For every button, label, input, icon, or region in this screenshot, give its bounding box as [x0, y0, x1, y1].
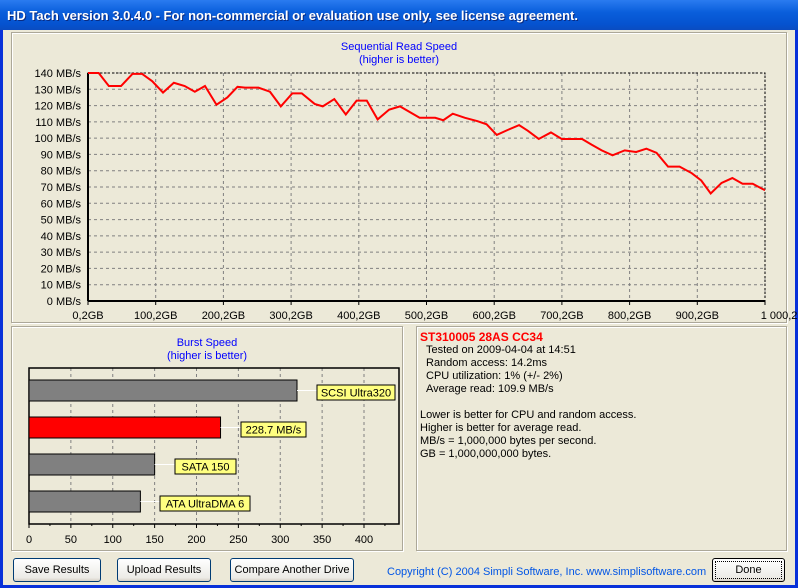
y-tick-label: 90 MB/s [41, 149, 82, 161]
seq-chart-title: Sequential Read Speed [340, 41, 458, 53]
y-tick-label: 120 MB/s [35, 101, 82, 113]
burst-speed-chart: 0 50 100 150 200 250 300 350 400 SCSI Ultra320 228… [26, 367, 400, 546]
bar-label: 228.7 MB/s [246, 425, 302, 437]
x-tick-label: 300 [271, 534, 289, 546]
bar-label: SCSI Ultra320 [321, 388, 391, 400]
y-tick-label: 110 MB/s [35, 117, 81, 129]
random-access: Random access: 14.2ms [426, 357, 548, 369]
burst-bar [28, 490, 141, 513]
burst-chart-title: Burst Speed [176, 337, 238, 349]
y-tick-label: 100 MB/s [35, 133, 82, 145]
y-tick-label: 0 MB/s [47, 296, 82, 308]
x-tick-label: 200 [187, 534, 205, 546]
results-info: ST310005 28AS CC34 Tested on 2009-04-04 … [420, 331, 636, 461]
note: Higher is better for average read. [420, 422, 582, 434]
y-tick-label: 60 MB/s [41, 198, 82, 210]
burst-bar [28, 453, 156, 476]
x-tick-label: 0 [26, 534, 32, 546]
x-tick-label: 1 000,2GE [761, 310, 798, 322]
y-tick-label: 40 MB/s [41, 231, 82, 243]
sequential-read-panel [11, 32, 787, 323]
cpu-utilization: CPU utilization: 1% (+/- 2%) [426, 370, 563, 382]
burst-chart-subtitle: (higher is better) [166, 350, 248, 362]
y-tick-label: 140 MB/s [35, 68, 82, 80]
x-tick-label: 50 [65, 534, 77, 546]
y-tick-label: 20 MB/s [41, 263, 82, 275]
bar-label-box [240, 421, 307, 438]
copyright-link[interactable]: Copyright (C) 2004 Simpli Software, Inc.… [387, 566, 707, 578]
x-tick-label: 900,2GB [676, 310, 719, 322]
x-tick-label: 100,2GB [134, 310, 177, 322]
burst-bar [28, 416, 222, 439]
x-tick-label: 400,2GB [337, 310, 380, 322]
plot-frame [28, 367, 400, 525]
x-tick-label: 700,2GB [540, 310, 583, 322]
sequential-read-chart: 0 MB/s 10 MB/s 20 MB/s 30 MB/s 40 MB/s 50 MB/… [35, 68, 798, 322]
x-tick-label: 200,2GB [202, 310, 245, 322]
upload-results-button[interactable]: Upload Results [117, 558, 211, 582]
x-tick-label: 100 [104, 534, 122, 546]
x-tick-label: 250 [229, 534, 247, 546]
seq-chart-subtitle: (higher is better) [358, 54, 440, 66]
bar-label: ATA UltraDMA 6 [166, 499, 244, 511]
x-tick-label: 0,2GB [72, 310, 103, 322]
save-results-button[interactable]: Save Results [13, 558, 101, 582]
x-tick-label: 150 [145, 534, 163, 546]
x-tick-label: 800,2GB [608, 310, 651, 322]
bar-label-box [316, 384, 396, 401]
done-button[interactable]: Done [712, 558, 785, 582]
read-speed-line [88, 72, 766, 196]
note: Lower is better for CPU and random acces… [420, 409, 637, 421]
average-read: Average read: 109.9 MB/s [426, 383, 554, 395]
title-bar: HD Tach version 3.0.4.0 - For non-commer… [0, 0, 798, 30]
y-tick-label: 130 MB/s [35, 84, 82, 96]
drive-name: ST310005 28AS CC34 [420, 330, 543, 344]
burst-speed-panel [11, 326, 403, 551]
y-tick-label: 70 MB/s [41, 182, 82, 194]
tested-date: Tested on 2009-04-04 at 14:51 [426, 344, 576, 356]
note: MB/s = 1,000,000 bytes per second. [420, 435, 597, 447]
x-tick-label: 500,2GB [405, 310, 448, 322]
y-tick-label: 80 MB/s [41, 166, 82, 178]
x-tick-label: 600,2GB [472, 310, 515, 322]
y-tick-label: 10 MB/s [41, 280, 82, 292]
compare-another-drive-button[interactable]: Compare Another Drive [230, 558, 354, 582]
note: GB = 1,000,000,000 bytes. [420, 448, 552, 460]
bar-label-box [159, 495, 251, 512]
y-tick-label: 50 MB/s [41, 215, 82, 227]
x-tick-label: 350 [313, 534, 331, 546]
results-panel [416, 326, 787, 551]
bar-label: SATA 150 [182, 462, 230, 474]
x-tick-label: 300,2GB [269, 310, 312, 322]
y-tick-label: 30 MB/s [41, 247, 82, 259]
burst-bar [28, 379, 298, 402]
x-tick-label: 400 [355, 534, 373, 546]
bar-label-box [174, 458, 237, 475]
